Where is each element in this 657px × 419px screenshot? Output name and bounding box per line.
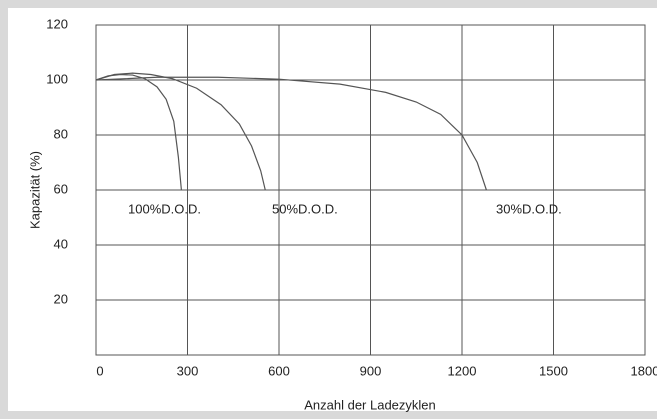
line — [95, 73, 182, 191]
y-tick-label: 20 — [54, 291, 68, 306]
x-tick-label: 300 — [177, 363, 199, 378]
annotation: 30%D.O.D. — [496, 201, 562, 216]
x-tick-label: 900 — [360, 363, 382, 378]
y-axis-label: Kapazität (%) — [27, 151, 42, 229]
y-tick-label: 120 — [46, 16, 68, 31]
x-tick-label: 600 — [268, 363, 290, 378]
x-axis-label: Anzahl der Ladezyklen — [304, 397, 436, 412]
y-tick-label: 80 — [54, 126, 68, 141]
x-tick-label: 1200 — [448, 363, 477, 378]
x-tick-label: 1800 — [631, 363, 657, 378]
y-tick-label: 100 — [46, 71, 68, 86]
y-tick-label: 60 — [54, 181, 68, 196]
line — [95, 76, 487, 191]
line — [95, 72, 266, 191]
x-tick-label: 0 — [96, 363, 103, 378]
x-tick-label: 1500 — [539, 363, 568, 378]
annotation: 50%D.O.D. — [272, 201, 338, 216]
annotation: 100%D.O.D. — [128, 201, 201, 216]
y-tick-label: 40 — [54, 236, 68, 251]
